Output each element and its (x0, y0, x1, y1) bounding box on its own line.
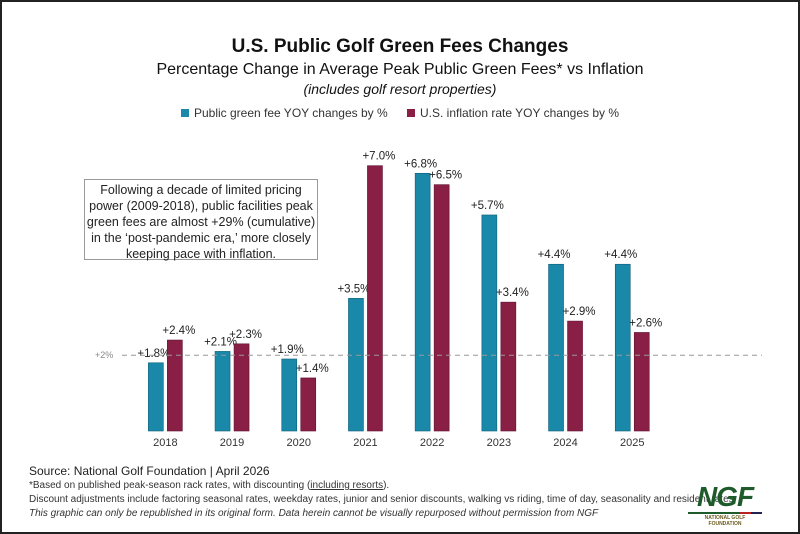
bar-green-fee-2018 (148, 362, 164, 432)
footnote: *Based on published peak-season rack rat… (29, 480, 389, 491)
data-label: +3.5% (337, 283, 370, 295)
bar-green-fee-2025 (614, 263, 631, 432)
data-label: +3.4% (496, 287, 529, 299)
logo-text: NGF (696, 481, 754, 512)
data-label: +6.5% (429, 170, 462, 182)
data-label: +2.3% (229, 329, 262, 341)
bar-inflation-2025 (633, 332, 650, 432)
legend-swatch (180, 109, 189, 117)
footnote-link[interactable]: including resorts (310, 480, 384, 491)
logo-stripe (688, 512, 762, 514)
data-label: +5.7% (471, 200, 504, 212)
bar-inflation-2022 (433, 184, 450, 432)
chart-title: U.S. Public Golf Green Fees Changes (231, 36, 569, 57)
bar-inflation-2024 (567, 320, 583, 432)
x-tick-label: 2024 (553, 437, 577, 449)
ngf-logo: NGF NATIONAL GOLF FOUNDATION (688, 483, 762, 527)
x-tick-label: 2025 (620, 437, 644, 449)
logo-subtext: NATIONAL GOLF FOUNDATION (704, 515, 746, 527)
bar-inflation-2021 (367, 165, 383, 432)
x-tick-label: 2023 (487, 437, 511, 449)
data-label: +1.8% (137, 348, 170, 360)
bar-green-fee-2021 (348, 298, 364, 432)
legend-item-inflation: U.S. inflation rate YOY changes by % (407, 106, 619, 120)
footnote-text: *Based on published peak-season rack rat… (29, 480, 311, 491)
disclaimer: This graphic can only be republished in … (29, 508, 599, 519)
bar-green-fee-2020 (281, 358, 298, 432)
data-label: +7.0% (362, 151, 395, 163)
data-label: +1.9% (271, 344, 304, 356)
bar-green-fee-2024 (548, 263, 564, 432)
data-label: +2.9% (563, 306, 596, 318)
legend-item-green-fee: Public green fee YOY changes by % (180, 106, 388, 120)
discount-note: Discount adjustments include factoring s… (29, 494, 737, 505)
legend-swatch (407, 109, 415, 117)
legend-label: U.S. inflation rate YOY changes by % (420, 106, 620, 120)
data-label: +6.8% (404, 158, 437, 170)
reference-line-label: +2% (95, 350, 113, 360)
legend-label: Public green fee YOY changes by % (193, 106, 388, 120)
data-label: +2.1% (204, 336, 237, 348)
data-label: +2.4% (162, 325, 195, 337)
x-tick-label: 2022 (420, 437, 444, 449)
x-tick-label: 2021 (353, 437, 377, 449)
bar-inflation-2020 (300, 377, 317, 432)
bar-inflation-2023 (500, 301, 517, 432)
data-label: +2.6% (629, 317, 662, 329)
x-tick-label: 2020 (287, 437, 311, 449)
footnote-text: ). (383, 480, 390, 491)
callout-box: Following a decade of limited pricing po… (84, 179, 318, 261)
data-label: +4.4% (604, 249, 637, 261)
x-tick-label: 2019 (220, 437, 244, 449)
bar-green-fee-2023 (481, 214, 498, 432)
source: Source: National Golf Foundation | April… (29, 464, 270, 478)
chart-note: (includes golf resort properties) (303, 81, 497, 97)
chart-subtitle: Percentage Change in Average Peak Public… (156, 61, 644, 78)
bar-green-fee-2022 (414, 172, 431, 432)
data-label: +1.4% (296, 363, 329, 375)
legend: Public green fee YOY changes by % U.S. i… (0, 106, 800, 120)
bar-green-fee-2019 (214, 351, 231, 432)
bar-inflation-2018 (167, 339, 183, 432)
bar-inflation-2019 (233, 343, 250, 432)
data-label: +4.4% (538, 249, 571, 261)
x-tick-label: 2018 (153, 437, 177, 449)
